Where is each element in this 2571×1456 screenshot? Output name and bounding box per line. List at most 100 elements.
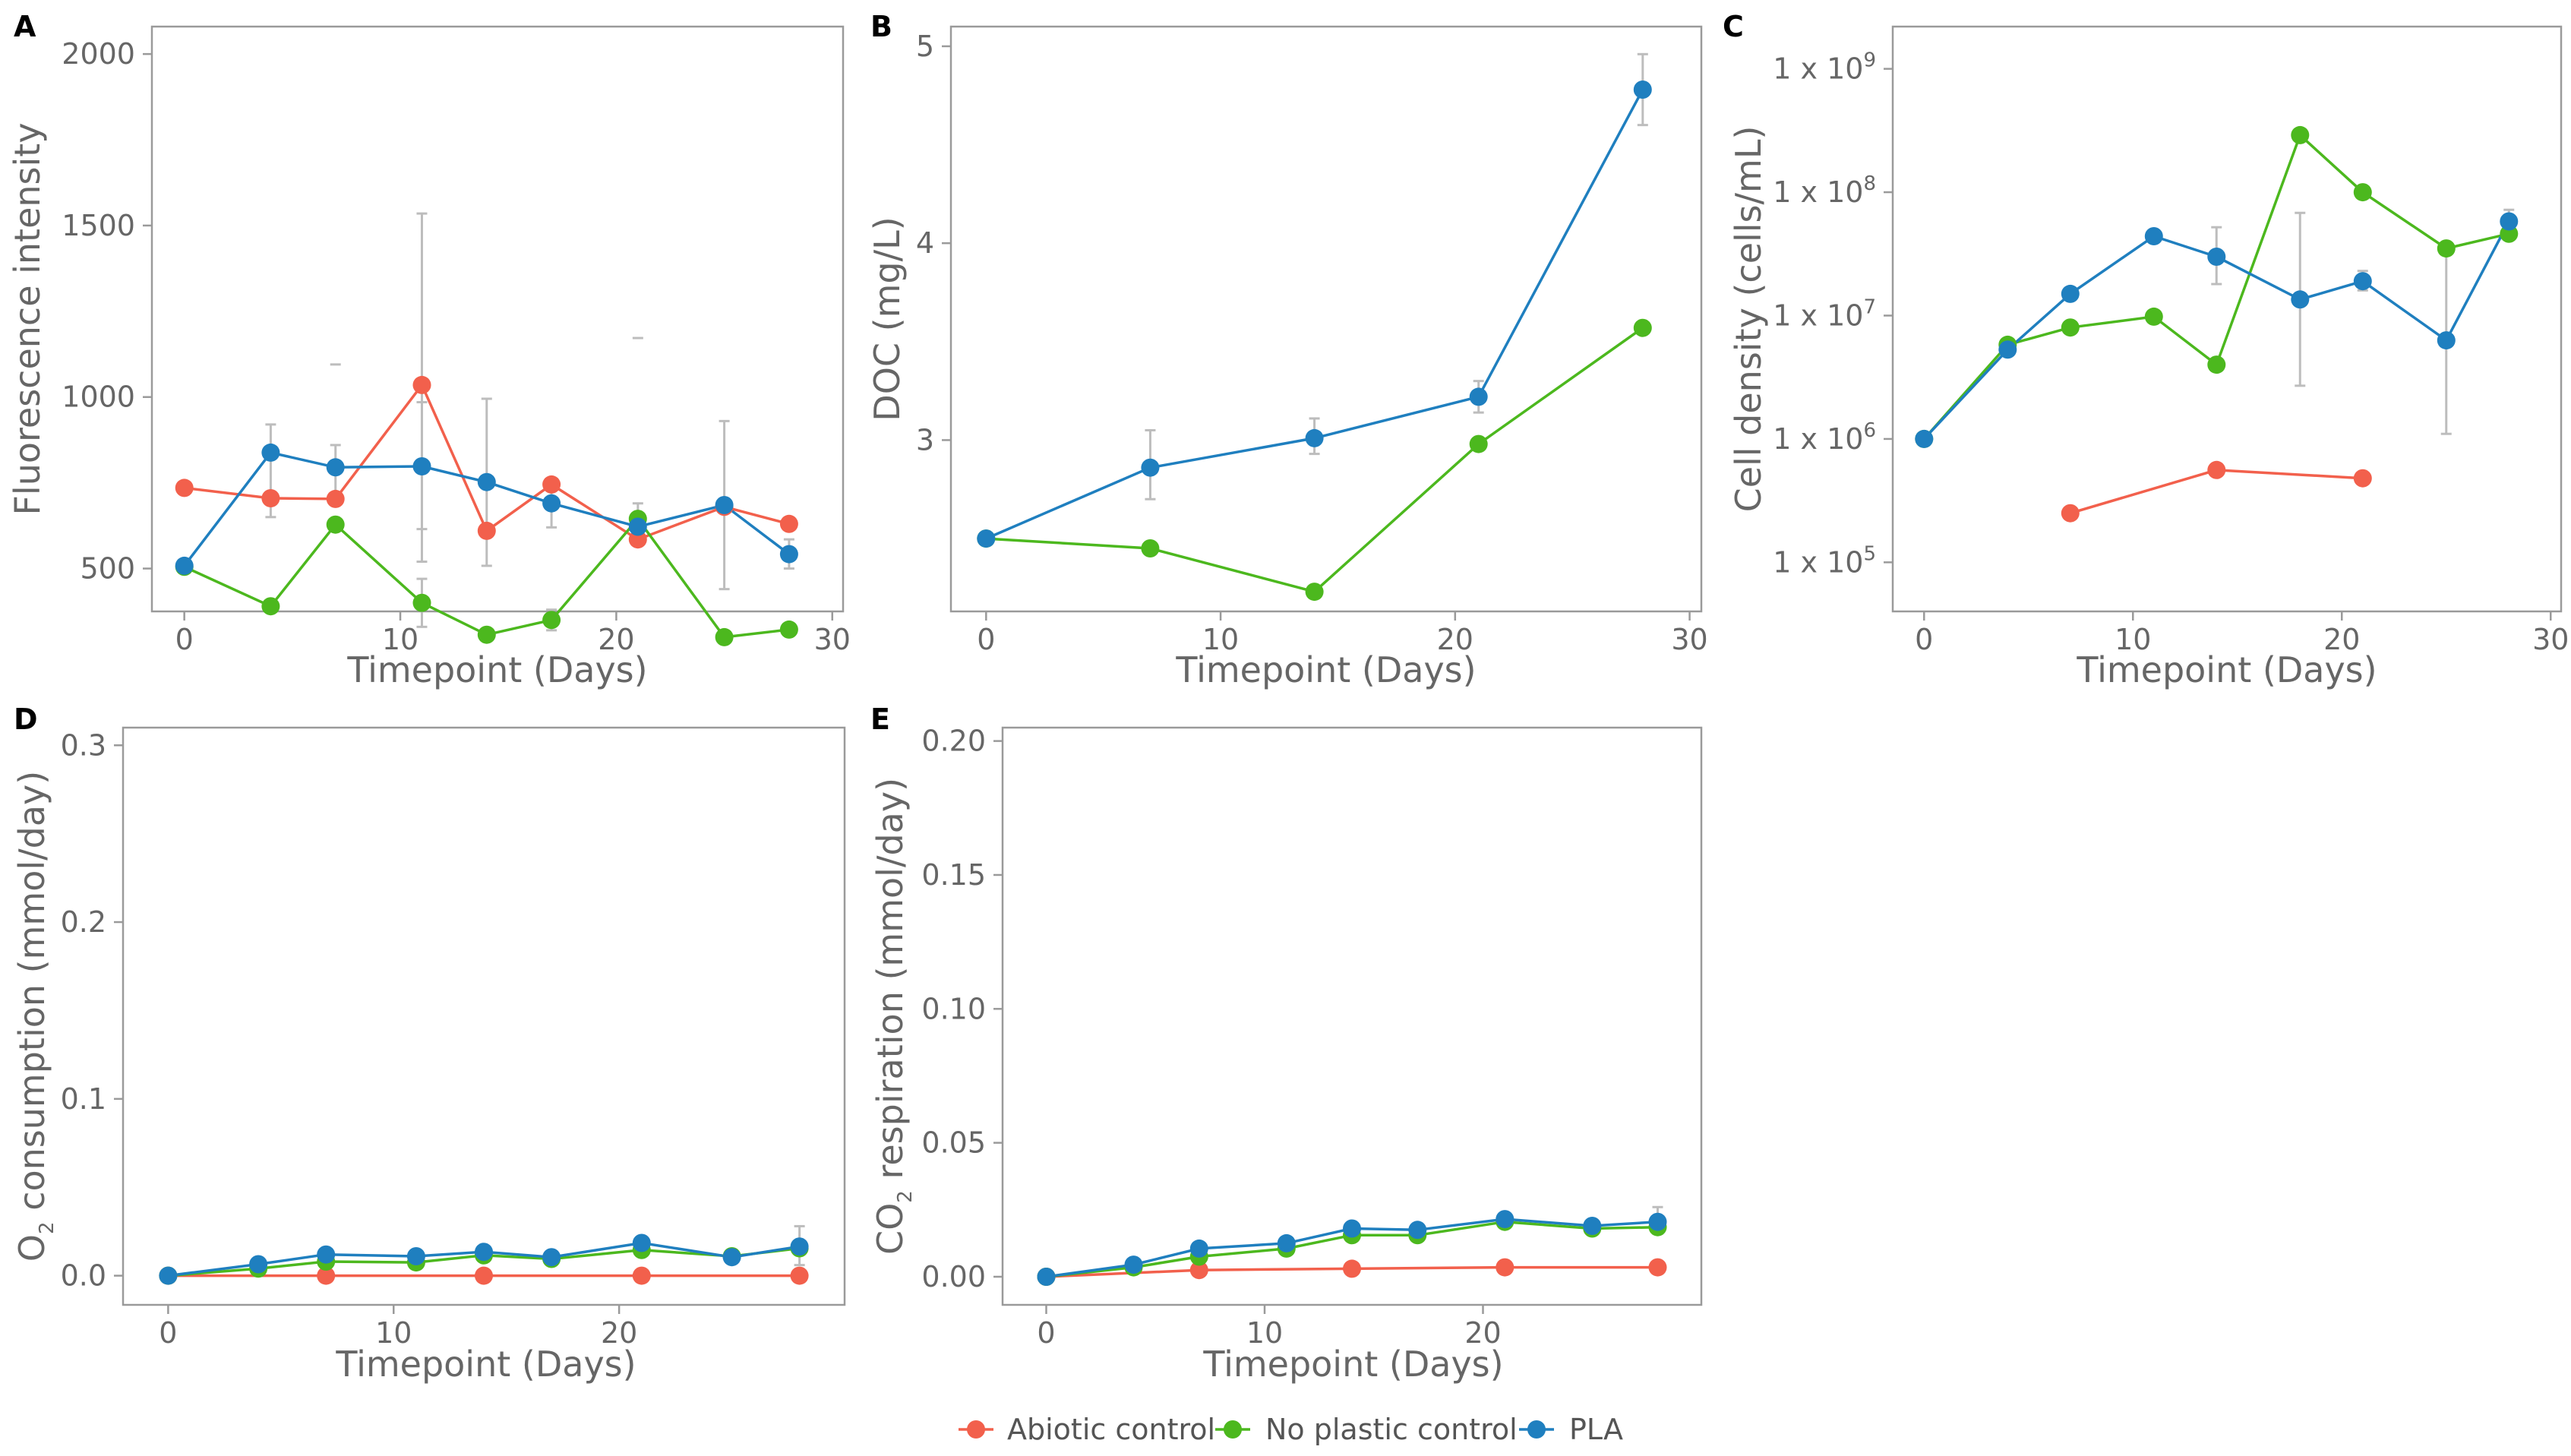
panel-a-x-axis-title: Timepoint (Days) bbox=[346, 649, 647, 690]
panel-d-x-tick-label-10: 10 bbox=[375, 1316, 412, 1350]
panel-b-point-pla-14 bbox=[1305, 428, 1324, 447]
panel-a-point-pla-25 bbox=[715, 496, 734, 514]
panel-e-point-pla-25 bbox=[1583, 1217, 1602, 1235]
panel-b-ticks: 0 10 20 30 3 4 5 bbox=[916, 30, 1708, 656]
panel-d-x-tick-label-0: 0 bbox=[159, 1316, 177, 1350]
panel-c-point-pla-21 bbox=[2353, 272, 2372, 291]
panel-letter-c: C bbox=[1723, 10, 1744, 43]
panel-b-point-no-plastic-control-21 bbox=[1469, 434, 1488, 453]
panel-e-point-pla-17 bbox=[1408, 1221, 1427, 1240]
panel-b-y-tick-label-0: 3 bbox=[916, 423, 934, 456]
panel-e-y-axis-title: CO2 respiration (mmol/day) bbox=[870, 778, 917, 1255]
panel-c-x-tick-label-20: 20 bbox=[2323, 623, 2360, 656]
panel-d-frame bbox=[122, 726, 846, 1306]
panel-c-point-pla-18 bbox=[2291, 290, 2310, 309]
panel-a-point-abiotic-control-17 bbox=[542, 475, 561, 494]
panel-c-point-pla-4 bbox=[1998, 340, 2017, 359]
panel-a-point-no-plastic-control-11 bbox=[412, 593, 431, 612]
panel-b-point-pla-0 bbox=[977, 529, 996, 548]
panel-b-x-axis-title: Timepoint (Days) bbox=[1175, 649, 1476, 690]
panel-a-point-no-plastic-control-7 bbox=[326, 515, 345, 534]
panel-e-x-tick-label-20: 20 bbox=[1464, 1316, 1501, 1350]
panel-a-point-no-plastic-control-25 bbox=[715, 627, 734, 646]
panel-c-y-tick-label-2: 1 x 107 bbox=[1773, 295, 1876, 332]
panel-b-x-tick-label-0: 0 bbox=[977, 623, 995, 656]
legend-swatch-dot-no-plastic bbox=[1224, 1420, 1242, 1439]
panel-d-point-pla-7 bbox=[317, 1245, 336, 1264]
legend-label-no-plastic: No plastic control bbox=[1265, 1413, 1518, 1446]
panel-a-frame bbox=[150, 25, 845, 613]
panel-e-y-tick-label-4: 0.20 bbox=[921, 725, 986, 758]
panel-b-point-no-plastic-control-7 bbox=[1141, 539, 1160, 557]
panel-a-point-abiotic-control-0 bbox=[175, 478, 194, 497]
panel-a-ticks: 0 10 20 30 500 1000 1500 2000 bbox=[62, 37, 851, 656]
panel-a-x-tick-label-0: 0 bbox=[175, 623, 194, 656]
panel-b: B 0 10 20 30 3 4 5 Timepoint (Days) DOC (mg/L) bbox=[867, 10, 1708, 690]
panel-c-y-tick-exp-2: 7 bbox=[1863, 295, 1876, 318]
panel-a-point-pla-14 bbox=[477, 472, 496, 491]
panel-a-point-pla-4 bbox=[261, 443, 280, 462]
panel-c-point-no-plastic-control-11 bbox=[2144, 307, 2163, 326]
panel-a-y-axis-title: Fluorescence intensity bbox=[7, 122, 48, 515]
panel-c-y-tick-exp-1: 6 bbox=[1863, 419, 1876, 442]
panel-d-y-tick-label-2: 0.2 bbox=[61, 905, 106, 939]
panel-b-x-tick-label-20: 20 bbox=[1437, 623, 1473, 656]
panel-d-point-pla-25 bbox=[722, 1248, 741, 1267]
panel-d-x-axis-title: Timepoint (Days) bbox=[335, 1344, 636, 1385]
panel-a-point-pla-21 bbox=[628, 517, 647, 536]
panel-a: A 0 10 20 30 500 1000 1500 2000 Timepoint (Days… bbox=[7, 10, 851, 690]
panel-c-point-no-plastic-control-7 bbox=[2061, 318, 2080, 337]
panel-c-frame bbox=[1891, 25, 2563, 613]
panel-e-point-pla-28 bbox=[1648, 1212, 1667, 1231]
panel-b-point-pla-21 bbox=[1469, 387, 1488, 406]
panel-e-point-abiotic-control-14 bbox=[1343, 1259, 1361, 1278]
panel-c-y-tick-base-2: 1 x 10 bbox=[1773, 298, 1863, 332]
panel-a-point-abiotic-control-21 bbox=[628, 530, 647, 549]
panel-b-x-tick-label-30: 30 bbox=[1671, 623, 1707, 656]
panel-c-x-tick-label-10: 10 bbox=[2115, 623, 2151, 656]
panel-c-point-abiotic-control-14 bbox=[2207, 460, 2226, 479]
panel-d-point-abiotic-control-14 bbox=[475, 1266, 493, 1285]
panel-d-y-tick-label-0: 0.0 bbox=[61, 1259, 106, 1293]
panel-c-point-pla-11 bbox=[2144, 227, 2163, 245]
panel-letter-e: E bbox=[870, 703, 890, 736]
panel-c-y-tick-base-3: 1 x 10 bbox=[1773, 175, 1863, 209]
panel-c-point-abiotic-control-21 bbox=[2353, 469, 2372, 488]
panel-d-points bbox=[159, 1233, 809, 1285]
panel-e-y-tick-label-0: 0.00 bbox=[921, 1260, 986, 1293]
legend-swatch-dot-pla bbox=[1527, 1420, 1546, 1439]
panel-c-point-abiotic-control-7 bbox=[2061, 504, 2080, 523]
panel-e-point-pla-11 bbox=[1277, 1233, 1296, 1252]
panel-e-point-abiotic-control-7 bbox=[1189, 1261, 1208, 1280]
panel-a-point-abiotic-control-11 bbox=[412, 375, 431, 394]
panel-e-x-tick-label-0: 0 bbox=[1037, 1316, 1055, 1350]
panel-a-point-no-plastic-control-17 bbox=[542, 611, 561, 630]
panel-d: D 0 10 20 0.0 0.1 0.2 0.3 Timepoint (Days) O2 … bbox=[11, 703, 846, 1385]
panel-e-y-tick-label-3: 0.15 bbox=[921, 858, 986, 892]
panel-e-frame bbox=[1001, 726, 1703, 1306]
panel-c-x-tick-label-30: 30 bbox=[2532, 623, 2569, 656]
panel-e-point-pla-14 bbox=[1343, 1219, 1361, 1238]
panel-d-x-tick-label-20: 20 bbox=[601, 1316, 637, 1350]
panel-letter-b: B bbox=[870, 10, 892, 43]
panel-d-point-pla-0 bbox=[159, 1266, 178, 1285]
panel-a-point-pla-7 bbox=[326, 458, 345, 477]
panel-c-y-tick-base-1: 1 x 10 bbox=[1773, 422, 1863, 456]
panel-c-y-tick-exp-0: 5 bbox=[1863, 542, 1876, 565]
panel-a-y-tick-label-3: 2000 bbox=[62, 37, 135, 71]
panel-d-point-pla-14 bbox=[475, 1243, 493, 1262]
panel-letter-d: D bbox=[14, 703, 38, 736]
panel-e-point-abiotic-control-28 bbox=[1648, 1258, 1667, 1277]
panel-a-point-pla-0 bbox=[175, 556, 194, 575]
panel-c-y-tick-label-3: 1 x 108 bbox=[1773, 172, 1876, 209]
panel-c-y-tick-exp-4: 9 bbox=[1863, 49, 1876, 72]
panel-a-x-tick-label-10: 10 bbox=[382, 623, 418, 656]
panel-b-y-tick-label-1: 4 bbox=[916, 226, 934, 260]
panel-a-point-no-plastic-control-4 bbox=[261, 597, 280, 616]
panel-b-frame bbox=[949, 25, 1703, 613]
panel-c-point-pla-7 bbox=[2061, 284, 2080, 303]
panel-b-points bbox=[977, 81, 1652, 602]
legend-label-pla: PLA bbox=[1569, 1413, 1623, 1446]
panel-c-point-no-plastic-control-14 bbox=[2207, 355, 2226, 374]
panel-c-y-axis-title: Cell density (cells/mL) bbox=[1728, 126, 1769, 513]
